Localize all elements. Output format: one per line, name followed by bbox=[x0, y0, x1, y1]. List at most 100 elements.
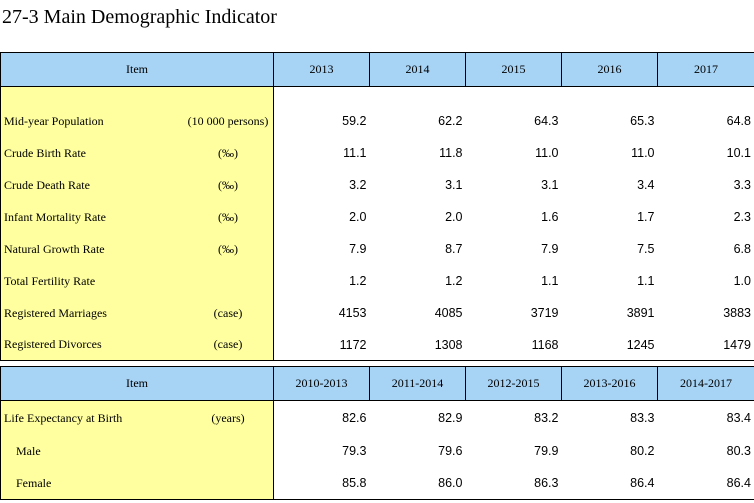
value-cell: 2.0 bbox=[445, 210, 463, 224]
value-cell: 3.1 bbox=[541, 178, 559, 192]
header-item: Item bbox=[0, 366, 274, 401]
value-cell: 3719 bbox=[530, 306, 559, 320]
value-cell: 11.0 bbox=[535, 146, 559, 160]
value-cell: 82.9 bbox=[438, 411, 463, 425]
value-cell: 86.0 bbox=[369, 467, 466, 500]
item-cell: Life Expectancy at Birth (years) bbox=[0, 400, 274, 435]
item-cell: Registered Marriages (case) bbox=[0, 297, 274, 329]
value-cell: 4153 bbox=[338, 306, 367, 320]
item-unit: (years) bbox=[211, 410, 245, 425]
table-row: Natural Growth Rate (‰) 7.9 8.7 7.9 7.5 6.8 bbox=[0, 233, 754, 265]
value-cell: 11.0 bbox=[631, 146, 655, 160]
value-cell: 6.8 bbox=[657, 233, 754, 265]
value-cell: 1308 bbox=[369, 329, 466, 361]
table-row: Crude Birth Rate (‰) 11.1 11.8 11.0 11.0 10.1 bbox=[0, 137, 754, 169]
value-cell: 8.7 bbox=[445, 242, 463, 256]
item-cell: Mid-year Population (10 000 persons) bbox=[0, 105, 274, 137]
value-cell: 3891 bbox=[626, 306, 655, 320]
item-label: Total Fertility Rate bbox=[4, 273, 96, 288]
item-unit: (‰) bbox=[218, 177, 238, 192]
header-period: 2011-2014 bbox=[369, 366, 466, 401]
value-cell: 3.3 bbox=[657, 169, 754, 201]
value-cell: 3.1 bbox=[445, 178, 463, 192]
item-unit: (‰) bbox=[218, 209, 238, 224]
value-cell: 59.2 bbox=[342, 114, 367, 128]
item-cell: Natural Growth Rate (‰) bbox=[0, 233, 274, 265]
value-cell: 1168 bbox=[465, 329, 562, 361]
value-cell: 2.3 bbox=[657, 201, 754, 233]
item-unit: (‰) bbox=[218, 241, 238, 256]
table-row: Registered Divorces (case) 1172 1308 1168 124… bbox=[0, 329, 754, 361]
value-cell: 85.8 bbox=[273, 467, 370, 500]
value-cell: 79.6 bbox=[438, 444, 463, 458]
value-cell: 1.6 bbox=[541, 210, 559, 224]
table-row: Total Fertility Rate 1.2 1.2 1.1 1.1 1.0 bbox=[0, 265, 754, 297]
value-cell: 83.4 bbox=[657, 400, 754, 435]
table-row: Life Expectancy at Birth (years) 82.6 82.9 8… bbox=[0, 400, 754, 435]
item-label: Crude Birth Rate bbox=[4, 145, 86, 160]
item-label: Mid-year Population bbox=[4, 113, 104, 128]
value-cell: 83.2 bbox=[534, 411, 559, 425]
value-cell: 3.4 bbox=[637, 178, 655, 192]
item-label: Crude Death Rate bbox=[4, 177, 90, 192]
table-row: Male 79.3 79.6 79.9 80.2 80.3 bbox=[0, 435, 754, 467]
value-cell: 1.7 bbox=[637, 210, 655, 224]
value-cell: 7.9 bbox=[541, 242, 559, 256]
header-year: 2016 bbox=[561, 52, 658, 87]
header-period: 2014-2017 bbox=[657, 366, 754, 401]
value-cell: 1.2 bbox=[349, 274, 367, 288]
value-cell: 1.2 bbox=[445, 274, 463, 288]
item-label: Male bbox=[16, 443, 41, 458]
header-period: 2013-2016 bbox=[561, 366, 658, 401]
header-year: 2013 bbox=[273, 52, 370, 87]
item-cell: Total Fertility Rate bbox=[0, 265, 274, 297]
item-label: Natural Growth Rate bbox=[4, 241, 105, 256]
value-cell: 62.2 bbox=[438, 114, 463, 128]
table-header-row: Item 2010-2013 2011-2014 2012-2015 2013-… bbox=[0, 366, 754, 401]
item-cell: Registered Divorces (case) bbox=[0, 329, 274, 361]
item-unit: (10 000 persons) bbox=[187, 113, 269, 128]
header-year: 2015 bbox=[465, 52, 562, 87]
value-cell: 3883 bbox=[657, 297, 754, 329]
value-cell: 7.5 bbox=[637, 242, 655, 256]
value-cell: 11.8 bbox=[439, 146, 463, 160]
value-cell: 79.9 bbox=[534, 444, 559, 458]
value-cell: 11.1 bbox=[343, 146, 367, 160]
item-label: Registered Marriages bbox=[4, 305, 107, 320]
life-expectancy-table: Item 2010-2013 2011-2014 2012-2015 2013-… bbox=[0, 366, 754, 500]
value-cell: 1.1 bbox=[541, 274, 559, 288]
value-cell: 7.9 bbox=[349, 242, 367, 256]
value-cell: 3.2 bbox=[349, 178, 367, 192]
item-label: Registered Divorces bbox=[4, 337, 102, 351]
value-cell: 82.6 bbox=[342, 411, 367, 425]
value-cell: 64.8 bbox=[657, 105, 754, 137]
value-cell: 83.3 bbox=[630, 411, 655, 425]
header-period: 2012-2015 bbox=[465, 366, 562, 401]
page-title: 27-3 Main Demographic Indicator bbox=[2, 6, 277, 28]
item-label: Life Expectancy at Birth bbox=[4, 410, 123, 425]
value-cell: 86.4 bbox=[561, 467, 658, 500]
value-cell: 2.0 bbox=[349, 210, 367, 224]
value-cell: 86.4 bbox=[657, 467, 754, 500]
header-year: 2014 bbox=[369, 52, 466, 87]
item-cell: Crude Death Rate (‰) bbox=[0, 169, 274, 201]
item-cell: Male bbox=[0, 435, 274, 467]
item-cell: Crude Birth Rate (‰) bbox=[0, 137, 274, 169]
value-cell: 1172 bbox=[273, 329, 370, 361]
item-unit: (‰) bbox=[218, 145, 238, 160]
table-row: Infant Mortality Rate (‰) 2.0 2.0 1.6 1.7 2.3 bbox=[0, 201, 754, 233]
value-cell: 1245 bbox=[561, 329, 658, 361]
table-header-row: Item 2013 2014 2015 2016 2017 bbox=[0, 52, 754, 87]
spacer-row bbox=[0, 86, 754, 105]
item-unit: (case) bbox=[213, 305, 243, 320]
value-cell: 1.0 bbox=[657, 265, 754, 297]
item-label: Female bbox=[16, 475, 52, 490]
item-unit: (case) bbox=[213, 337, 243, 351]
table-row: Crude Death Rate (‰) 3.2 3.1 3.1 3.4 3.3 bbox=[0, 169, 754, 201]
value-cell: 86.3 bbox=[465, 467, 562, 500]
value-cell: 4085 bbox=[434, 306, 463, 320]
item-cell: Female bbox=[0, 467, 274, 500]
value-cell: 10.1 bbox=[657, 137, 754, 169]
item-label: Infant Mortality Rate bbox=[4, 209, 106, 224]
value-cell: 80.3 bbox=[657, 435, 754, 467]
